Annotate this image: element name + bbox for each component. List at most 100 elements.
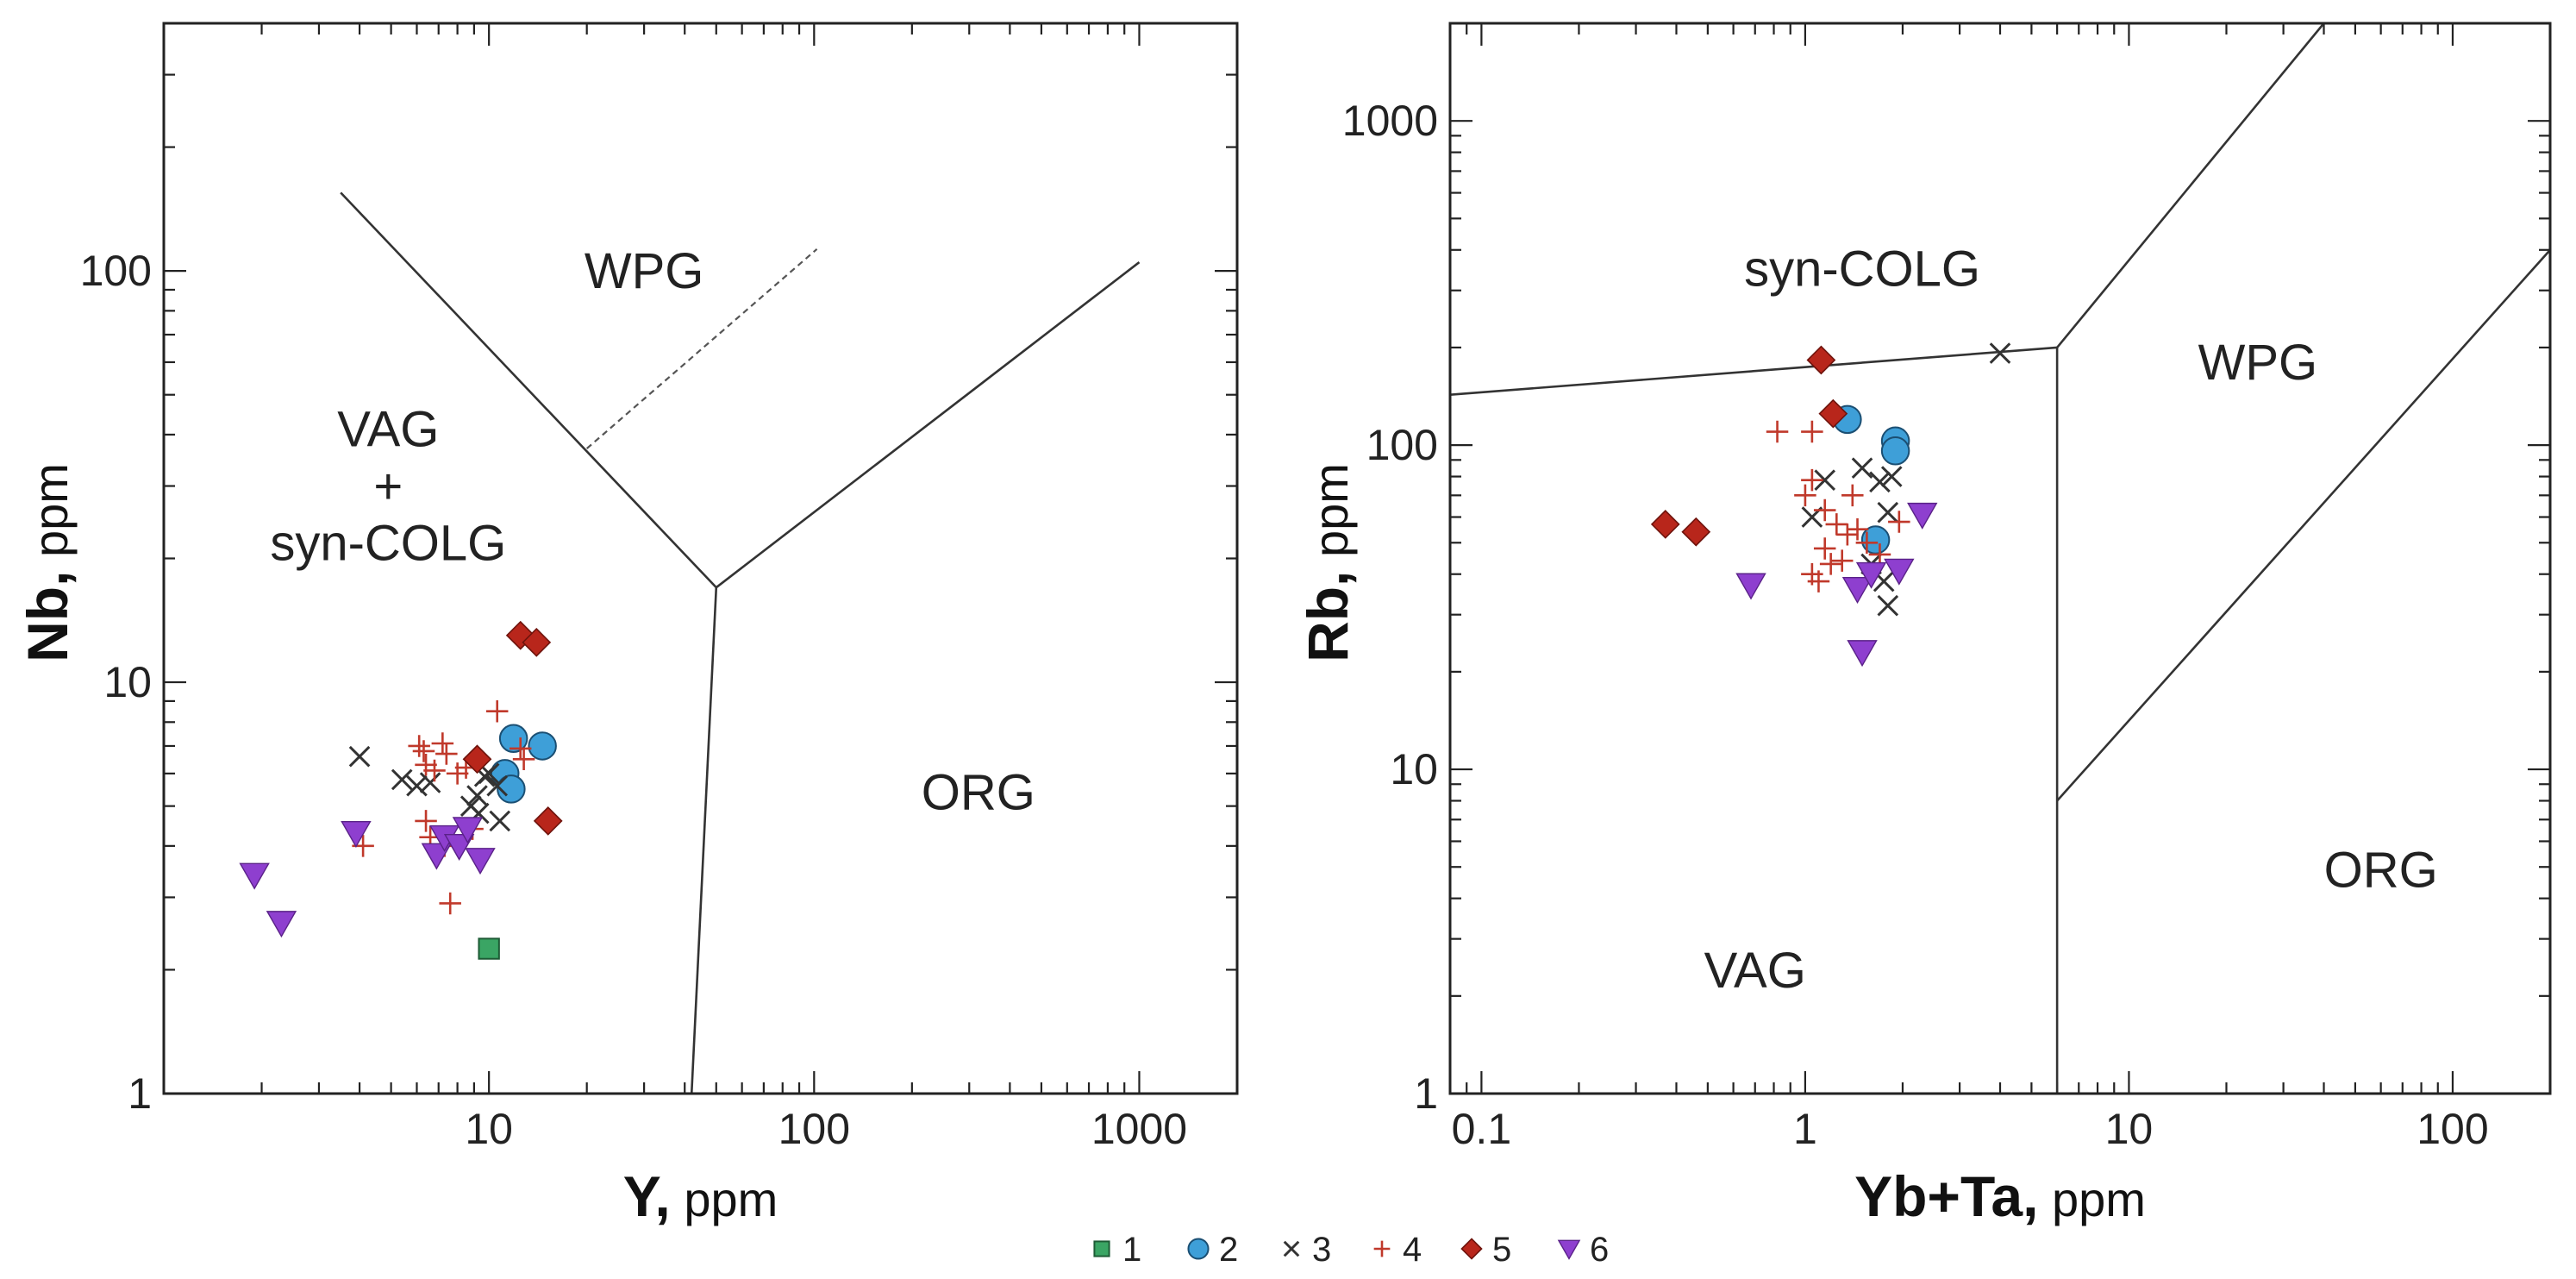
region-label: syn-COLG xyxy=(270,516,506,572)
region-label: WPG xyxy=(2198,335,2318,391)
point-series-4 xyxy=(1794,484,1816,507)
point-series-5 xyxy=(1818,398,1848,429)
point-series-6 xyxy=(1847,640,1878,668)
point-series-4 xyxy=(1819,553,1842,575)
x-tick-label: 10 xyxy=(465,1105,513,1153)
y-axis-label: Rb, ppm xyxy=(1296,463,1360,662)
point-series-5 xyxy=(1650,510,1680,539)
field-boundaries xyxy=(1450,23,2550,1094)
point-series-4 xyxy=(1855,531,1879,555)
region-label: VAG xyxy=(337,402,439,458)
data-points xyxy=(239,620,563,960)
legend-label: 3 xyxy=(1312,1231,1331,1269)
region-label: WPG xyxy=(585,243,704,299)
point-series-4 xyxy=(1846,517,1869,541)
region-label: ORG xyxy=(922,765,1035,821)
point-series-6 xyxy=(239,862,270,890)
region-label: VAG xyxy=(1704,943,1806,999)
y-axis-label: Nb, ppm xyxy=(16,463,79,662)
region-label: ORG xyxy=(2324,843,2438,899)
legend: 1 2 3 4 5 6 xyxy=(1093,1231,1609,1269)
point-series-3 xyxy=(1989,342,2011,364)
field-boundaries xyxy=(340,191,1141,1094)
point-series-3 xyxy=(1814,469,1836,491)
chart-rb-vs-ybta: 0.1 1 10 100 1 10 100 1000 syn-COLG WPG VAG ORG Yb+T… xyxy=(1296,22,2552,1228)
legend-marker-5 xyxy=(1460,1238,1483,1260)
boundary-line xyxy=(690,587,718,1094)
x-tick-label: 0.1 xyxy=(1452,1105,1512,1153)
point-series-4 xyxy=(1801,468,1823,492)
x-axis-label-unit: ppm xyxy=(671,1172,778,1226)
point-series-4 xyxy=(1801,420,1823,443)
x-tick-label: 1000 xyxy=(1091,1105,1187,1153)
point-series-3 xyxy=(1851,457,1873,479)
point-series-4 xyxy=(1868,543,1891,566)
point-series-4 xyxy=(446,762,469,785)
point-series-3 xyxy=(391,768,413,791)
x-axis-label-name: Yb+Ta, xyxy=(1854,1164,2038,1228)
point-series-3 xyxy=(1877,501,1899,524)
legend-label: 1 xyxy=(1122,1231,1141,1269)
point-series-4 xyxy=(1888,511,1910,533)
boundary-line xyxy=(1450,346,2058,397)
point-series-2 xyxy=(528,731,557,761)
point-series-6 xyxy=(341,820,372,848)
y-axis-label-name: Nb, xyxy=(16,571,79,662)
point-series-6 xyxy=(1907,502,1938,530)
boundary-line xyxy=(340,191,717,589)
x-tick-label: 100 xyxy=(778,1105,850,1153)
point-series-6 xyxy=(1884,558,1915,586)
legend-label: 5 xyxy=(1492,1231,1511,1269)
point-series-4 xyxy=(415,810,437,832)
legend-marker-2 xyxy=(1187,1238,1210,1260)
point-series-3 xyxy=(1869,471,1891,493)
point-series-4 xyxy=(509,737,532,760)
point-series-3 xyxy=(1880,466,1903,487)
boundary-line xyxy=(2056,248,2550,802)
point-series-3 xyxy=(348,745,371,768)
point-series-3 xyxy=(419,772,441,793)
legend-marker-1 xyxy=(1093,1240,1110,1257)
point-series-4 xyxy=(1825,513,1848,536)
plot-frame xyxy=(1448,22,2552,1095)
point-series-4 xyxy=(1766,420,1789,443)
point-series-5 xyxy=(1806,345,1836,375)
point-series-3 xyxy=(1877,594,1899,617)
point-series-6 xyxy=(452,817,484,844)
point-series-4 xyxy=(431,732,454,755)
point-series-5 xyxy=(522,627,552,657)
x-axis-label: Yb+Ta, ppm xyxy=(1854,1164,2146,1228)
dashed-boundary-line xyxy=(585,248,818,449)
point-series-6 xyxy=(1855,561,1887,589)
legend-label: 2 xyxy=(1219,1231,1238,1269)
point-series-5 xyxy=(1681,517,1711,547)
point-series-3 xyxy=(406,774,428,797)
point-series-6 xyxy=(465,848,496,875)
point-series-4 xyxy=(1836,524,1859,546)
legend-label: 6 xyxy=(1590,1231,1609,1269)
y-tick-label: 1 xyxy=(1414,1069,1438,1118)
point-series-2 xyxy=(497,774,526,804)
boundary-line xyxy=(2056,23,2325,348)
point-series-4 xyxy=(1807,570,1830,592)
point-series-1 xyxy=(478,937,500,960)
point-series-5 xyxy=(533,806,563,836)
tick-marks xyxy=(1448,22,2552,1095)
y-axis-label-unit: ppm xyxy=(23,463,78,571)
legend-marker-6 xyxy=(1557,1239,1581,1260)
tick-marks xyxy=(162,22,1239,1095)
x-axis-label: Y, ppm xyxy=(623,1164,778,1228)
legend-marker-3 xyxy=(1283,1240,1300,1257)
point-series-2 xyxy=(1880,436,1910,466)
legend-label: 4 xyxy=(1403,1231,1422,1269)
region-label: syn-COLG xyxy=(1744,241,1980,298)
point-series-4 xyxy=(408,735,430,757)
point-series-6 xyxy=(1735,573,1766,600)
y-tick-label: 10 xyxy=(103,658,152,706)
plot-frame xyxy=(162,22,1239,1095)
point-series-4 xyxy=(412,740,435,762)
point-series-6 xyxy=(1841,577,1873,605)
point-series-4 xyxy=(423,759,446,782)
